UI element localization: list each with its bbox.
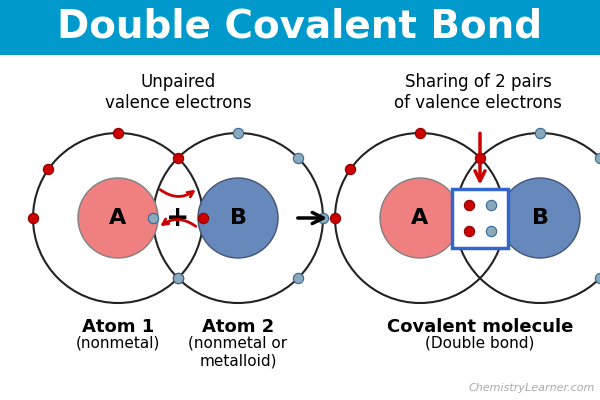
FancyBboxPatch shape xyxy=(452,188,508,248)
Text: (nonmetal or
metalloid): (nonmetal or metalloid) xyxy=(188,336,287,368)
Text: B: B xyxy=(229,208,247,228)
Circle shape xyxy=(198,178,278,258)
Point xyxy=(28,215,38,221)
Point xyxy=(415,130,425,136)
Point xyxy=(595,155,600,161)
Text: B: B xyxy=(532,208,548,228)
Text: Unpaired
valence electrons: Unpaired valence electrons xyxy=(104,73,251,112)
Point xyxy=(173,275,183,281)
Text: Atom 2: Atom 2 xyxy=(202,318,274,336)
Point xyxy=(173,275,182,281)
Point xyxy=(330,215,340,221)
Point xyxy=(113,130,123,136)
Point xyxy=(475,155,485,161)
Text: A: A xyxy=(109,208,127,228)
Point xyxy=(233,130,243,136)
FancyBboxPatch shape xyxy=(0,0,600,55)
Point xyxy=(595,275,600,281)
Circle shape xyxy=(500,178,580,258)
Point xyxy=(486,228,496,234)
Point xyxy=(173,155,183,161)
Text: +: + xyxy=(166,204,190,232)
Point xyxy=(464,228,474,234)
Text: Double Covalent Bond: Double Covalent Bond xyxy=(58,8,542,46)
Text: A: A xyxy=(412,208,428,228)
Point xyxy=(293,155,303,161)
Point xyxy=(318,215,328,221)
Point xyxy=(535,130,545,136)
Circle shape xyxy=(380,178,460,258)
Point xyxy=(198,215,208,221)
Point xyxy=(148,215,158,221)
Text: Atom 1: Atom 1 xyxy=(82,318,154,336)
Text: Sharing of 2 pairs
of valence electrons: Sharing of 2 pairs of valence electrons xyxy=(394,73,562,112)
Circle shape xyxy=(78,178,158,258)
Point xyxy=(464,202,474,208)
Point xyxy=(44,166,53,172)
Text: ChemistryLearner.com: ChemistryLearner.com xyxy=(469,383,595,393)
Text: (Double bond): (Double bond) xyxy=(425,336,535,351)
Point xyxy=(293,275,303,281)
Point xyxy=(346,166,355,172)
Point xyxy=(486,202,496,208)
Text: Covalent molecule: Covalent molecule xyxy=(387,318,573,336)
Text: (nonmetal): (nonmetal) xyxy=(76,336,160,351)
